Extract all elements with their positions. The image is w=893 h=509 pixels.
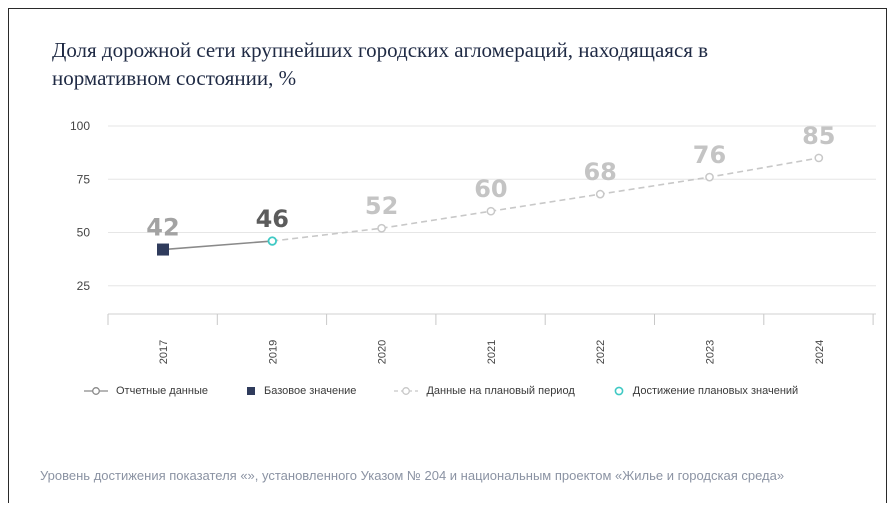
plan-point — [486, 206, 496, 216]
legend-achievement-icon — [614, 386, 624, 396]
legend-base-icon — [246, 387, 255, 395]
data-label: 85 — [802, 122, 835, 150]
legend-item-achievement: Достижение плановых значений — [613, 385, 798, 397]
y-tick-label: 50 — [77, 226, 91, 240]
legend-reported-label: Отчетные данные — [116, 385, 208, 397]
base-value-marker — [157, 243, 169, 256]
x-tick-label: 2022 — [595, 340, 607, 364]
y-tick-label: 75 — [77, 172, 91, 186]
x-tick-label: 2023 — [705, 340, 717, 364]
x-tick-label: 2017 — [158, 340, 170, 364]
plan-point — [377, 223, 386, 233]
achievement-marker — [267, 236, 277, 246]
data-label: 42 — [146, 214, 179, 242]
chart-frame — [8, 8, 887, 503]
x-tick-label: 2021 — [486, 340, 498, 364]
plan-point — [814, 153, 824, 163]
legend-item-plan: Данные на плановый период — [394, 385, 575, 397]
legend-base-label: Базовое значение — [263, 385, 357, 397]
data-label: 52 — [365, 192, 398, 220]
x-tick-label: 2020 — [377, 340, 389, 364]
y-tick-label: 25 — [77, 279, 91, 293]
legend-item-base: Базовое значение — [246, 385, 356, 397]
legend-achievement-label: Достижение плановых значений — [632, 385, 799, 397]
legend-item-reported: Отчетные данные — [84, 385, 208, 397]
data-label: 60 — [474, 175, 507, 203]
legend-plan-label: Данные на плановый период — [426, 385, 575, 397]
y-tick-label: 100 — [70, 119, 90, 133]
data-label: 46 — [256, 205, 289, 233]
reported-series-line — [162, 240, 273, 251]
chart-legend: Отчетные данные Базовое значение Данные … — [84, 382, 836, 400]
data-label: 68 — [583, 158, 616, 186]
data-label: 76 — [693, 141, 726, 169]
plan-series-line — [272, 157, 819, 242]
legend-plan-icon — [394, 387, 419, 395]
plan-point — [705, 172, 714, 182]
legend-reported-icon — [84, 387, 108, 395]
chart-title: Доля дорожной сети крупнейших городских … — [52, 38, 709, 90]
plan-point — [595, 189, 605, 199]
x-tick-label: 2019 — [267, 340, 279, 364]
x-tick-label: 2024 — [814, 340, 826, 364]
footer-note: Уровень достижения показателя «», устано… — [40, 468, 785, 483]
